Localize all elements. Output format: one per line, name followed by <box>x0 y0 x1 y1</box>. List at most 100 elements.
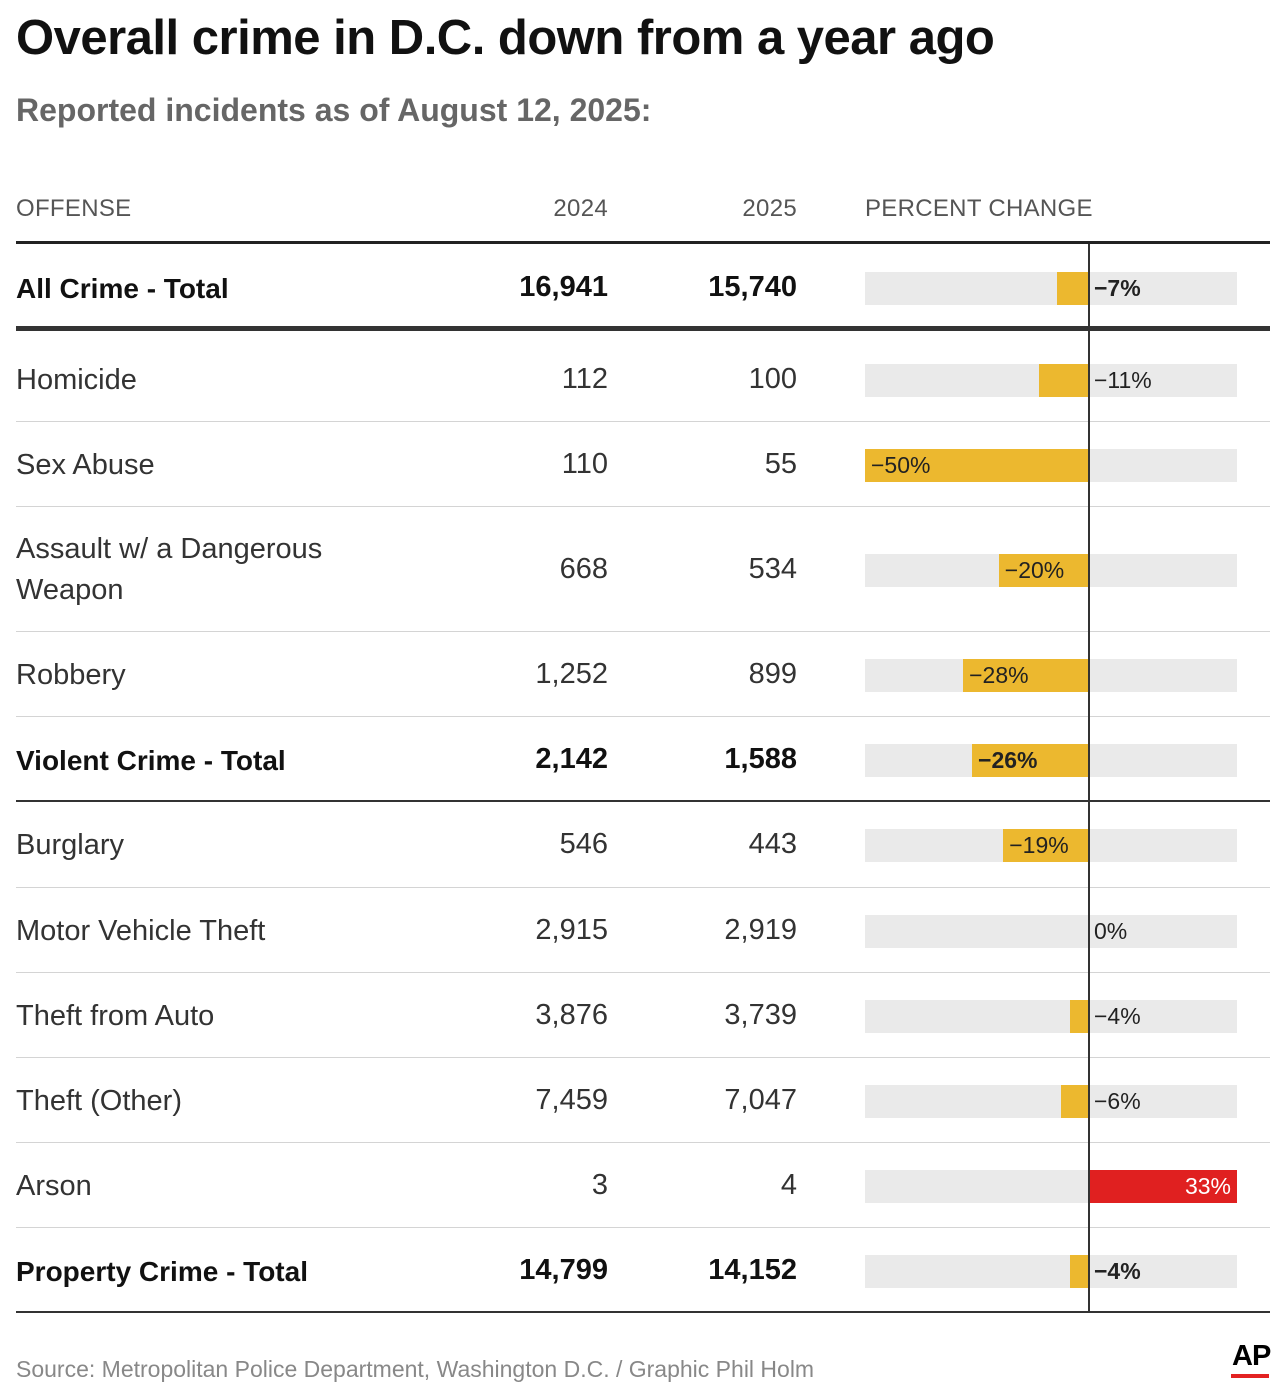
table-total-row: Violent Crime - Total 2,142 1,588 −26% <box>16 718 1270 802</box>
percent-change-track: −4% <box>865 1254 1237 1288</box>
table-row: Theft (Other) 7,459 7,047 −6% <box>16 1059 1270 1143</box>
value-2024: 2,915 <box>535 913 608 946</box>
offense-name: Theft (Other) <box>16 1084 182 1117</box>
percent-change-track: 0% <box>865 914 1237 948</box>
row-divider <box>16 326 1270 331</box>
percent-change-label: −28% <box>969 661 1029 688</box>
table-total-row: All Crime - Total 16,941 15,740 −7% <box>16 246 1270 331</box>
percent-change-label: −26% <box>978 746 1038 773</box>
row-divider <box>16 800 1270 802</box>
percent-change-track: −4% <box>865 999 1237 1033</box>
ap-logo: AP <box>1232 1340 1271 1372</box>
row-divider <box>16 1311 1270 1313</box>
value-2025: 534 <box>748 552 797 585</box>
percent-change-label: 0% <box>1094 917 1128 944</box>
percent-change-label: −19% <box>1009 832 1069 858</box>
percent-change-track: −50% <box>865 448 1237 482</box>
table-row: Arson 3 4 33% <box>16 1144 1270 1228</box>
value-2024: 16,941 <box>519 271 608 303</box>
row-divider <box>16 1227 1270 1228</box>
percent-change-track: −20% <box>865 553 1237 587</box>
value-2025: 899 <box>748 657 797 690</box>
decrease-bar <box>998 553 1088 587</box>
value-2025: 55 <box>764 447 797 480</box>
chart-subtitle: Reported incidents as of August 12, 2025… <box>16 92 652 128</box>
value-2024: 7,459 <box>535 1083 608 1116</box>
decrease-bar <box>1061 1084 1088 1118</box>
table-total-row: Property Crime - Total 14,799 14,152 −4% <box>16 1229 1270 1313</box>
percent-change-label: −11% <box>1094 366 1152 393</box>
offense-name: Assault w/ a Dangerous Weapon <box>16 533 323 606</box>
decrease-bar <box>865 448 1088 482</box>
offense-name: All Crime - Total <box>16 273 229 304</box>
row-divider <box>16 972 1270 973</box>
percent-change-track: 33% <box>865 1169 1237 1203</box>
row-divider <box>16 716 1270 717</box>
percent-change-track: −26% <box>865 743 1237 777</box>
column-header-2025: 2025 <box>742 195 797 222</box>
offense-name: Violent Crime - Total <box>16 744 286 776</box>
percent-change-track: −6% <box>865 1084 1237 1118</box>
table-row: Assault w/ a Dangerous Weapon 668 534 −20% <box>16 508 1270 632</box>
offense-name: Motor Vehicle Theft <box>16 914 266 947</box>
column-header-offense: OFFENSE <box>16 195 132 222</box>
value-2025: 100 <box>748 362 797 395</box>
value-2025: 443 <box>748 828 797 860</box>
value-2024: 112 <box>561 362 608 395</box>
percent-change-label: −4% <box>1094 1002 1141 1029</box>
value-2024: 14,799 <box>519 1253 608 1286</box>
percent-change-label: −4% <box>1094 1257 1141 1284</box>
decrease-bar <box>1056 272 1088 305</box>
value-2024: 110 <box>561 447 608 480</box>
row-divider <box>16 1057 1270 1058</box>
decrease-bar <box>963 658 1088 692</box>
table-row: Robbery 1,252 899 −28% <box>16 633 1270 717</box>
decrease-bar <box>1003 829 1088 862</box>
offense-name: Burglary <box>16 829 124 861</box>
value-2024: 3,876 <box>535 998 608 1031</box>
zero-axis-line <box>1088 244 1090 1312</box>
table-row: Homicide 112 100 −11% <box>16 338 1270 422</box>
value-2024: 1,252 <box>535 657 608 690</box>
value-2024: 546 <box>559 828 608 860</box>
offense-name: Arson <box>16 1169 92 1202</box>
chart-title: Overall crime in D.C. down from a year a… <box>16 11 995 65</box>
row-divider <box>16 887 1270 888</box>
percent-change-label: −20% <box>1004 556 1065 583</box>
decrease-bar <box>1038 363 1088 397</box>
percent-change-label: −50% <box>871 451 931 478</box>
source-note: Source: Metropolitan Police Department, … <box>16 1356 815 1382</box>
column-header-2024: 2024 <box>553 195 608 222</box>
value-2024: 668 <box>559 552 608 585</box>
value-2024: 3 <box>591 1168 608 1201</box>
header-rule <box>16 241 1270 244</box>
table-row: Theft from Auto 3,876 3,739 −4% <box>16 974 1270 1058</box>
row-divider <box>16 631 1270 632</box>
percent-change-track: −19% <box>865 829 1237 862</box>
offense-name: Sex Abuse <box>16 448 155 481</box>
value-2025: 4 <box>780 1168 797 1201</box>
table-row: Burglary 546 443 −19% <box>16 803 1270 888</box>
value-2025: 15,740 <box>708 271 797 303</box>
decrease-bar <box>972 743 1088 777</box>
decrease-bar <box>1070 999 1088 1033</box>
value-2025: 2,919 <box>724 913 797 946</box>
offense-name: Robbery <box>16 658 126 691</box>
value-2025: 7,047 <box>724 1083 797 1116</box>
column-header-percent-change: PERCENT CHANGE <box>865 195 1093 222</box>
table-row: Motor Vehicle Theft 2,915 2,919 0% <box>16 889 1270 973</box>
percent-change-label: −7% <box>1094 275 1141 301</box>
row-divider <box>16 506 1270 507</box>
percent-change-label: −6% <box>1094 1087 1141 1114</box>
offense-name: Theft from Auto <box>16 999 215 1032</box>
value-2024: 2,142 <box>535 742 608 775</box>
row-divider <box>16 421 1270 422</box>
offense-name: Property Crime - Total <box>16 1255 308 1287</box>
ap-logo-underline <box>1231 1374 1269 1378</box>
value-2025: 3,739 <box>724 998 797 1031</box>
percent-change-track: −7% <box>865 272 1237 305</box>
value-2025: 1,588 <box>724 742 797 775</box>
percent-change-track: −11% <box>865 363 1237 397</box>
percent-change-track: −28% <box>865 658 1237 692</box>
increase-bar <box>1088 1169 1237 1203</box>
